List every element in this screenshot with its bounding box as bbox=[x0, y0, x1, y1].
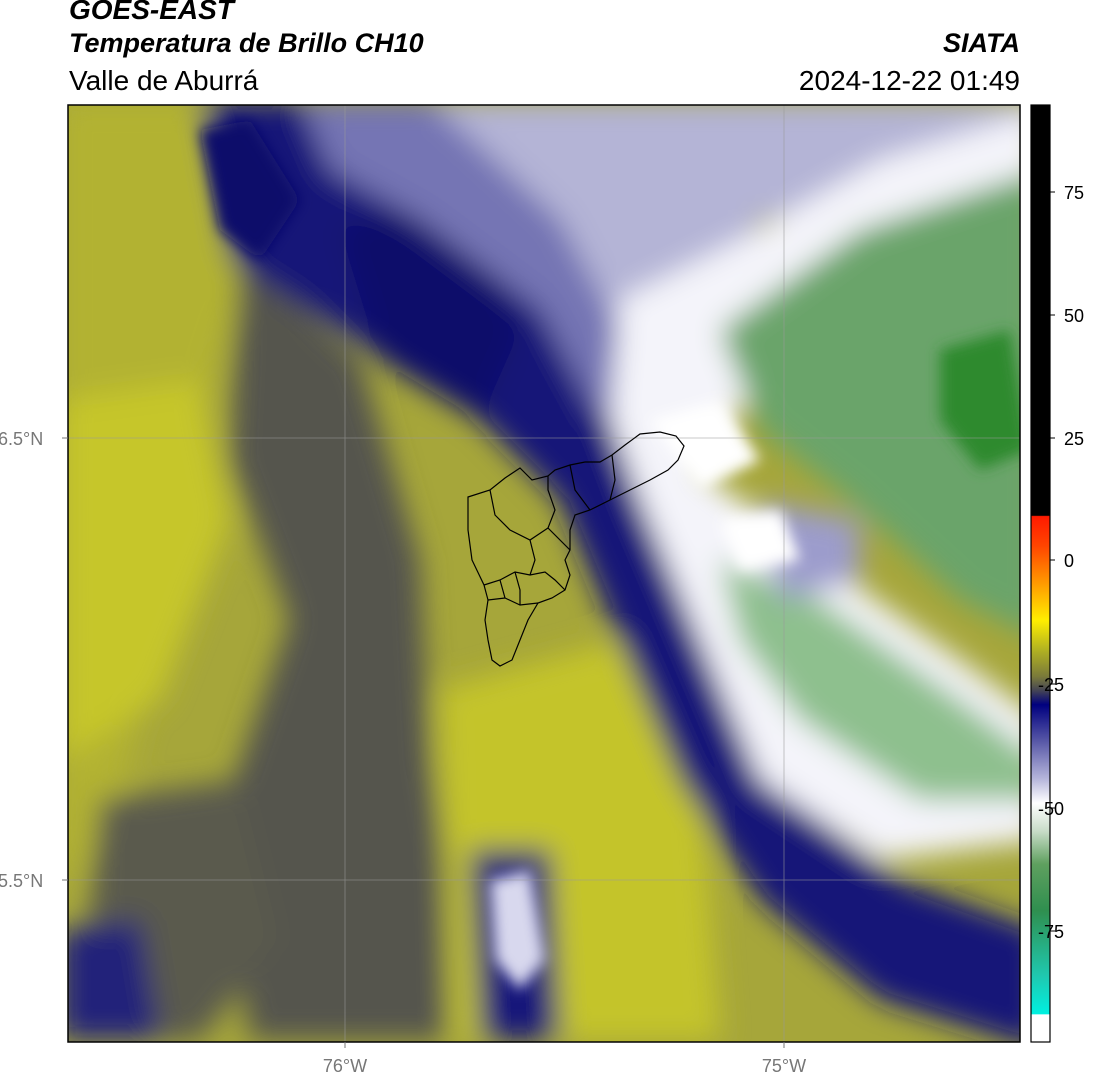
colorbar-tick-label: -75 bbox=[1038, 922, 1064, 942]
region-subtitle: Valle de Aburrá bbox=[69, 65, 259, 96]
agency-label: SIATA bbox=[943, 28, 1020, 58]
colorbar-tick-label: -25 bbox=[1038, 675, 1064, 695]
timestamp-label: 2024-12-22 01:49 bbox=[798, 65, 1020, 96]
colorbar-tick-label: 0 bbox=[1064, 551, 1074, 571]
latitude-axis: 6.5°N 5.5°N bbox=[0, 429, 68, 891]
lat-tick-label: 5.5°N bbox=[0, 871, 43, 891]
colorbar-tick-label: 75 bbox=[1064, 183, 1084, 203]
colorbar-ramp bbox=[1031, 105, 1050, 1042]
colorbar-tick-label: 50 bbox=[1064, 306, 1084, 326]
longitude-axis: 76°W 75°W bbox=[323, 1042, 806, 1076]
product-title: Temperatura de Brillo CH10 bbox=[69, 28, 424, 58]
colorbar-tick-label: -50 bbox=[1038, 799, 1064, 819]
satellite-title: GOES-EAST bbox=[69, 0, 234, 25]
map-frame bbox=[67, 104, 1021, 1043]
lon-tick-label: 75°W bbox=[762, 1056, 806, 1076]
colorbar: 75 50 25 0 -25 -50 -75 bbox=[1030, 104, 1084, 1043]
brightness-temperature-field bbox=[68, 105, 1020, 1042]
colorbar-tick-label: 25 bbox=[1064, 429, 1084, 449]
map-gridlines bbox=[68, 105, 1020, 1042]
municipality-boundaries bbox=[467, 431, 685, 667]
lon-tick-label: 76°W bbox=[323, 1056, 367, 1076]
lat-tick-label: 6.5°N bbox=[0, 429, 43, 449]
